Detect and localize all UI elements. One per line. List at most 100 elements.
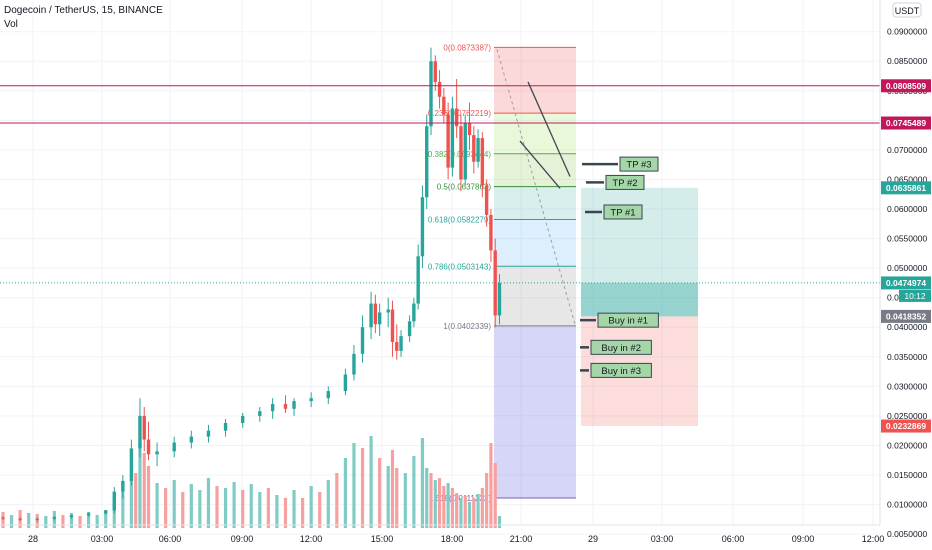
candle-body xyxy=(240,415,245,424)
price-tag-bg xyxy=(881,79,931,93)
volume-bar xyxy=(497,516,502,528)
time-tick-label: 09:00 xyxy=(231,534,254,544)
candle-body xyxy=(450,108,455,168)
volume-bar xyxy=(134,473,138,528)
candle-body xyxy=(360,327,365,354)
countdown-bg xyxy=(899,289,931,302)
fib-label: 1(0.0402339) xyxy=(443,322,491,331)
volume-bar xyxy=(249,484,253,528)
volume-bar xyxy=(318,492,322,528)
candle-body xyxy=(429,61,433,127)
volume-bar xyxy=(476,494,480,528)
volume-bar xyxy=(69,513,74,528)
candle-body xyxy=(420,197,425,257)
candle-body xyxy=(446,114,450,168)
volume-bar xyxy=(343,458,347,528)
candle-body xyxy=(112,491,116,511)
volume-bar xyxy=(378,458,382,528)
trend-line xyxy=(519,140,561,189)
fib-label: 0.236(0.0762219) xyxy=(428,109,492,118)
annotation-label: TP #3 xyxy=(626,160,651,171)
fib-label: 0.618(0.0582279) xyxy=(428,215,492,224)
fib-label: 0(0.0873387) xyxy=(443,43,491,52)
volume-bar xyxy=(459,498,463,528)
volume-bar xyxy=(172,480,176,528)
candle-body xyxy=(433,61,437,82)
price-tag-bg xyxy=(881,309,931,323)
annotation-label: Buy in #3 xyxy=(601,366,641,377)
volume-bar xyxy=(442,486,446,528)
volume-bar xyxy=(472,498,476,528)
price-tick-label: 0.0600000 xyxy=(887,204,927,214)
candle-body xyxy=(146,439,151,455)
volume-bar xyxy=(146,466,151,528)
volume-bar xyxy=(360,448,365,528)
volume-bar xyxy=(301,498,305,528)
grid xyxy=(0,0,880,535)
volume-bar xyxy=(181,492,185,528)
chart-title: Dogecoin / TetherUS, 15, BINANCE xyxy=(4,5,163,16)
volume-bar xyxy=(489,443,493,528)
horizontal-levels xyxy=(0,85,880,284)
volume-bar xyxy=(420,438,425,528)
volume-bar xyxy=(275,495,279,528)
annotation-label: Buy in #2 xyxy=(601,343,641,354)
candle-body xyxy=(52,516,57,519)
candle-body xyxy=(416,256,420,304)
candle-body xyxy=(480,138,485,186)
volume-bar xyxy=(129,478,133,528)
annotation-label: Buy in #1 xyxy=(608,316,648,327)
price-tag-bg xyxy=(881,181,931,195)
price-tag-bg xyxy=(881,116,931,130)
volume-bar xyxy=(450,488,454,528)
volume-bar xyxy=(232,482,236,528)
time-tick-label: 12:00 xyxy=(862,534,885,544)
profit-fill xyxy=(581,282,698,317)
candle-body xyxy=(283,404,288,409)
price-tick-label: 0.0200000 xyxy=(887,440,927,450)
volume-bar xyxy=(395,468,399,528)
annotation-box xyxy=(590,339,652,355)
volume-bar xyxy=(215,486,219,528)
price-tick-label: 0.0550000 xyxy=(887,234,927,244)
volume-bar xyxy=(121,490,125,528)
volume-bar xyxy=(309,486,313,528)
fib-label: 0.5(0.0637863) xyxy=(437,183,492,192)
volume-bar xyxy=(9,515,14,528)
price-tag-label: 0.0635861 xyxy=(886,183,926,193)
price-tick-label: 0.0700000 xyxy=(887,145,927,155)
volume-bar xyxy=(241,490,245,528)
volume-bar xyxy=(223,488,228,528)
volume-bar xyxy=(493,463,497,528)
time-tick-label: 15:00 xyxy=(371,534,394,544)
price-tick-label: 0.0400000 xyxy=(887,322,927,332)
volume-bar xyxy=(138,443,142,528)
volume-bar xyxy=(142,453,146,528)
volume-bar xyxy=(189,484,193,528)
volume-bar xyxy=(61,515,65,528)
volume-bar xyxy=(198,490,202,528)
volume-bar xyxy=(104,510,108,528)
price-tag-label: 0.0418352 xyxy=(886,311,926,321)
time-axis[interactable]: 28 03:00 06:00 09:00 12:00 15:00 18:00 21:00 29 0… xyxy=(28,534,884,544)
candle-body xyxy=(407,321,412,337)
volume-bar xyxy=(87,512,91,528)
candle-body xyxy=(373,303,378,325)
candle-body xyxy=(326,391,330,399)
candle-body xyxy=(155,451,159,455)
candle-body xyxy=(472,135,476,162)
currency-button[interactable]: USDT xyxy=(892,2,922,18)
volume-bar xyxy=(433,480,437,528)
candle-body xyxy=(352,353,356,375)
trend-line xyxy=(527,81,571,177)
fib-zone xyxy=(494,113,576,154)
price-tick-label: 0.0050000 xyxy=(887,529,927,539)
price-tick-label: 0.0900000 xyxy=(887,27,927,37)
price-tick-label: 0.0350000 xyxy=(887,352,927,362)
fib-zone xyxy=(494,325,576,498)
candle-body xyxy=(69,515,74,517)
time-tick-label: 06:00 xyxy=(159,534,182,544)
volume-bar xyxy=(467,502,472,528)
volume-bar xyxy=(335,473,339,528)
